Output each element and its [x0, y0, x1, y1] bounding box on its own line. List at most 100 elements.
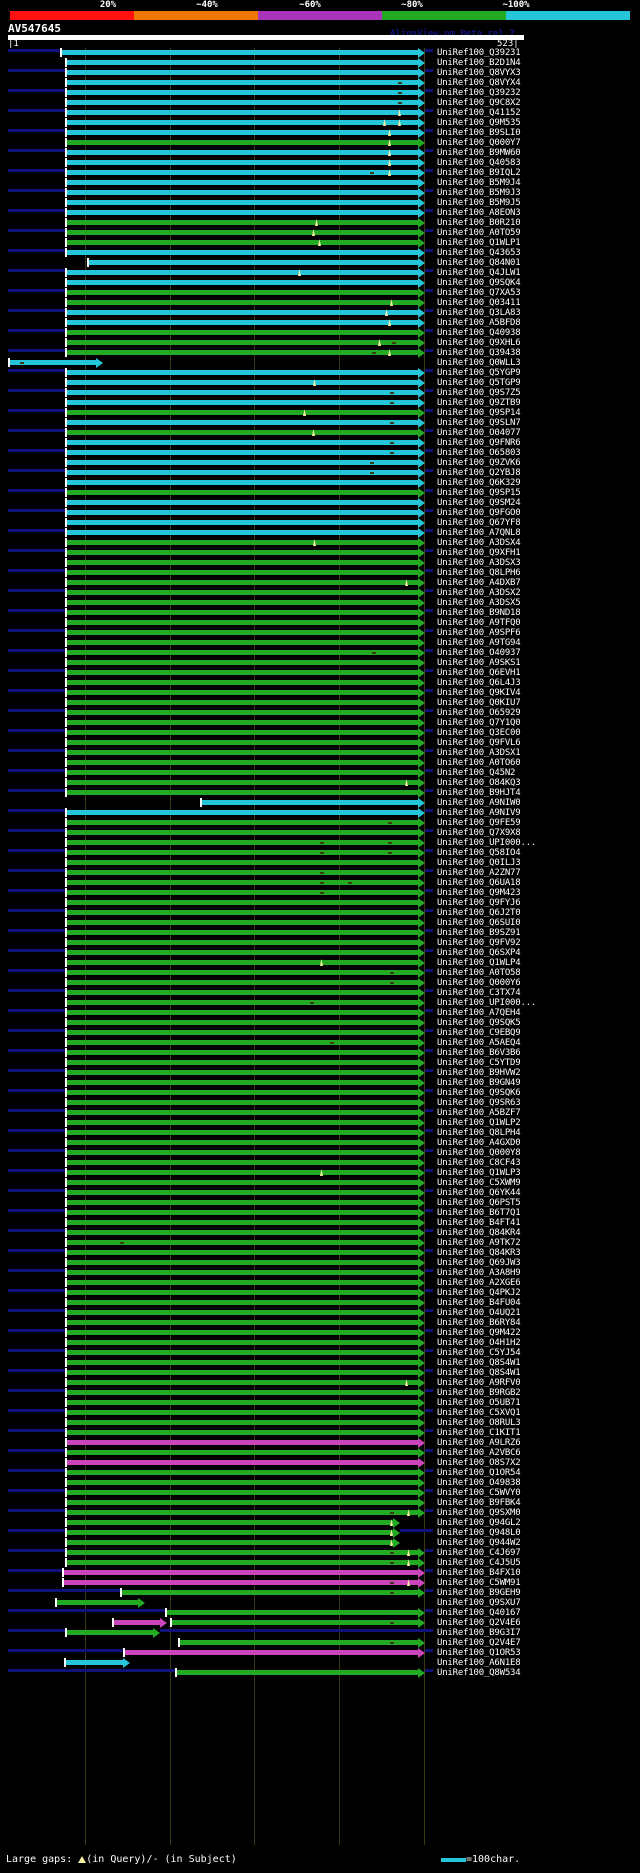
alignment-row[interactable]: UniRef100_O49838 — [0, 1478, 640, 1488]
hit-accession-label[interactable]: UniRef100_Q9XHL6 — [437, 338, 521, 348]
hit-accession-label[interactable]: UniRef100_Q5YGP9 — [437, 368, 521, 378]
alignment-bar[interactable] — [65, 790, 418, 795]
alignment-bar[interactable] — [65, 500, 418, 505]
hit-accession-label[interactable]: UniRef100_O49838 — [437, 1478, 521, 1488]
alignment-bar[interactable] — [65, 70, 418, 75]
hit-accession-label[interactable]: UniRef100_Q2YBJ8 — [437, 468, 521, 478]
hit-accession-label[interactable]: UniRef100_Q9XFH1 — [437, 548, 521, 558]
alignment-bar[interactable] — [65, 840, 418, 845]
alignment-bar[interactable] — [65, 210, 418, 215]
hit-accession-label[interactable]: UniRef100_O65929 — [437, 708, 521, 718]
alignment-bar[interactable] — [65, 590, 418, 595]
alignment-bar[interactable] — [170, 1620, 418, 1625]
alignment-row[interactable]: UniRef100_A3DSX1 — [0, 748, 640, 758]
hit-accession-label[interactable]: UniRef100_Q6UA18 — [437, 878, 521, 888]
alignment-row[interactable]: UniRef100_Q8LPH4 — [0, 1128, 640, 1138]
alignment-row[interactable]: UniRef100_Q9SLN7 — [0, 418, 640, 428]
alignment-bar[interactable] — [65, 1430, 418, 1435]
alignment-row[interactable]: UniRef100_Q6J2T0 — [0, 908, 640, 918]
alignment-bar[interactable] — [65, 1390, 418, 1395]
alignment-row[interactable]: UniRef100_A7QEH4 — [0, 1008, 640, 1018]
alignment-row[interactable]: UniRef100_Q94GL2 — [0, 1518, 640, 1528]
alignment-bar[interactable] — [65, 150, 418, 155]
alignment-bar[interactable] — [65, 850, 418, 855]
hit-accession-label[interactable]: UniRef100_Q0KIU7 — [437, 698, 521, 708]
hit-accession-label[interactable]: UniRef100_B5M9J4 — [437, 178, 521, 188]
hit-accession-label[interactable]: UniRef100_C1KIT1 — [437, 1428, 521, 1438]
alignment-row[interactable]: UniRef100_B9SZ91 — [0, 928, 640, 938]
alignment-row[interactable]: UniRef100_A9LRZ6 — [0, 1438, 640, 1448]
alignment-bar[interactable] — [65, 880, 418, 885]
alignment-row[interactable]: UniRef100_B9HVW2 — [0, 1068, 640, 1078]
hit-accession-label[interactable]: UniRef100_A3A8H9 — [437, 1268, 521, 1278]
alignment-row[interactable]: UniRef100_A2XGE6 — [0, 1278, 640, 1288]
alignment-row[interactable]: UniRef100_Q9SQK5 — [0, 1018, 640, 1028]
hit-accession-label[interactable]: UniRef100_Q1WLP3 — [437, 1168, 521, 1178]
hit-accession-label[interactable]: UniRef100_B9GN49 — [437, 1078, 521, 1088]
alignment-row[interactable]: UniRef100_Q69JW3 — [0, 1258, 640, 1268]
alignment-row[interactable]: UniRef100_A2VBC6 — [0, 1448, 640, 1458]
hit-accession-label[interactable]: UniRef100_B9G3I7 — [437, 1628, 521, 1638]
alignment-row[interactable]: UniRef100_A5BFD8 — [0, 318, 640, 328]
hit-accession-label[interactable]: UniRef100_O40937 — [437, 648, 521, 658]
alignment-bar[interactable] — [65, 670, 418, 675]
hit-accession-label[interactable]: UniRef100_Q41152 — [437, 108, 521, 118]
alignment-row[interactable]: UniRef100_Q2V4E7 — [0, 1638, 640, 1648]
alignment-row[interactable]: UniRef100_A9NIV9 — [0, 808, 640, 818]
alignment-row[interactable]: UniRef100_Q8W534 — [0, 1668, 640, 1678]
alignment-row[interactable]: UniRef100_A3A8H9 — [0, 1268, 640, 1278]
alignment-bar[interactable] — [65, 170, 418, 175]
hit-accession-label[interactable]: UniRef100_O8RUL3 — [437, 1418, 521, 1428]
hit-accession-label[interactable]: UniRef100_B0R210 — [437, 218, 521, 228]
alignment-row[interactable]: UniRef100_Q6SUI0 — [0, 918, 640, 928]
hit-accession-label[interactable]: UniRef100_C5XWM9 — [437, 1178, 521, 1188]
alignment-bar[interactable] — [65, 420, 418, 425]
alignment-row[interactable]: UniRef100_Q40938 — [0, 328, 640, 338]
hit-accession-label[interactable]: UniRef100_Q9FVL6 — [437, 738, 521, 748]
hit-accession-label[interactable]: UniRef100_A2ZN77 — [437, 868, 521, 878]
alignment-row[interactable]: UniRef100_Q1OR54 — [0, 1468, 640, 1478]
hit-accession-label[interactable]: UniRef100_A5BZF7 — [437, 1108, 521, 1118]
alignment-bar[interactable] — [65, 220, 418, 225]
alignment-bar[interactable] — [65, 120, 418, 125]
hit-accession-label[interactable]: UniRef100_A5AEQ4 — [437, 1038, 521, 1048]
hit-accession-label[interactable]: UniRef100_B6V3B6 — [437, 1048, 521, 1058]
hit-accession-label[interactable]: UniRef100_Q1OR53 — [437, 1648, 521, 1658]
alignment-row[interactable]: UniRef100_Q2YBJ8 — [0, 468, 640, 478]
alignment-bar[interactable] — [65, 1240, 418, 1245]
hit-accession-label[interactable]: UniRef100_UPI000... — [437, 998, 537, 1008]
alignment-bar[interactable] — [65, 950, 418, 955]
alignment-row[interactable]: UniRef100_B9G3I7 — [0, 1628, 640, 1638]
alignment-bar[interactable] — [65, 910, 418, 915]
alignment-row[interactable]: UniRef100_A3DSX4 — [0, 538, 640, 548]
hit-accession-label[interactable]: UniRef100_Q1WLP2 — [437, 1118, 521, 1128]
alignment-bar[interactable] — [65, 520, 418, 525]
hit-accession-label[interactable]: UniRef100_Q4PKJ2 — [437, 1288, 521, 1298]
alignment-row[interactable]: UniRef100_Q40583 — [0, 158, 640, 168]
alignment-bar[interactable] — [65, 1140, 418, 1145]
alignment-bar[interactable] — [65, 620, 418, 625]
alignment-row[interactable]: UniRef100_B0R210 — [0, 218, 640, 228]
alignment-bar[interactable] — [65, 810, 418, 815]
alignment-row[interactable]: UniRef100_Q41152 — [0, 108, 640, 118]
alignment-bar[interactable] — [65, 1010, 418, 1015]
alignment-row[interactable]: UniRef100_Q9FVL6 — [0, 738, 640, 748]
hit-accession-label[interactable]: UniRef100_C5WM91 — [437, 1578, 521, 1588]
hit-accession-label[interactable]: UniRef100_C4J5U5 — [437, 1558, 521, 1568]
alignment-row[interactable]: UniRef100_Q9FV92 — [0, 938, 640, 948]
hit-accession-label[interactable]: UniRef100_B9HJT4 — [437, 788, 521, 798]
alignment-bar[interactable] — [65, 1510, 418, 1515]
alignment-bar[interactable] — [65, 750, 418, 755]
alignment-row[interactable]: UniRef100_O8RUL3 — [0, 1418, 640, 1428]
alignment-bar[interactable] — [65, 770, 418, 775]
alignment-row[interactable]: UniRef100_A9RFV0 — [0, 1378, 640, 1388]
hit-accession-label[interactable]: UniRef100_Q2V4E7 — [437, 1638, 521, 1648]
hit-accession-label[interactable]: UniRef100_B4FT41 — [437, 1218, 521, 1228]
alignment-row[interactable]: UniRef100_Q9SP14 — [0, 408, 640, 418]
alignment-row[interactable]: UniRef100_UPI000... — [0, 838, 640, 848]
alignment-bar[interactable] — [65, 1370, 418, 1375]
alignment-row[interactable]: UniRef100_Q000Y8 — [0, 1148, 640, 1158]
hit-accession-label[interactable]: UniRef100_A9NIW0 — [437, 798, 521, 808]
alignment-bar[interactable] — [65, 1630, 153, 1635]
alignment-bar[interactable] — [65, 550, 418, 555]
